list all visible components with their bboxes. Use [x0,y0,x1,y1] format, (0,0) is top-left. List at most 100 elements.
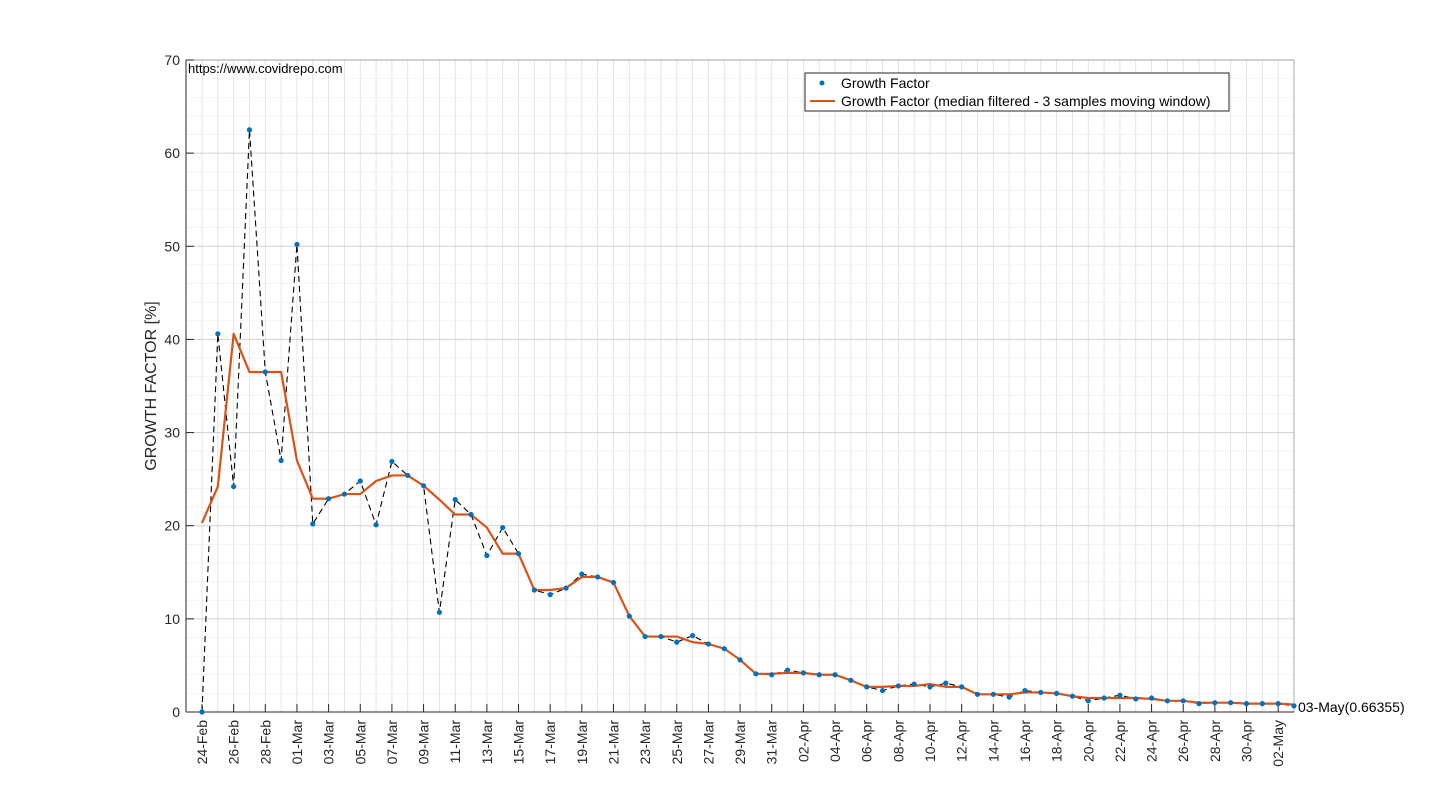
growth-factor-point [1228,700,1234,706]
growth-factor-point [990,691,996,697]
growth-factor-point [879,687,886,694]
growth-factor-point [547,592,553,598]
growth-factor-point [974,691,981,697]
x-tick-label: 16-Apr [1017,720,1033,762]
growth-factor-point [769,672,775,678]
y-tick-label: 30 [164,425,180,441]
growth-factor-point [452,497,458,503]
growth-factor-point [1117,692,1123,698]
y-tick-label: 10 [164,611,180,627]
growth-factor-point [199,709,205,715]
x-tick-label: 28-Apr [1207,720,1223,762]
x-tick-label: 06-Apr [859,720,875,762]
x-tick-label: 21-Mar [605,720,621,765]
growth-factor-point [642,633,648,640]
growth-factor-point [310,521,316,527]
x-tick-label: 30-Apr [1239,720,1255,762]
x-tick-label: 19-Mar [574,720,590,765]
growth-factor-point [1291,703,1297,709]
x-tick-label: 26-Feb [226,720,242,765]
growth-factor-point [595,574,601,580]
x-tick-label: 11-Mar [447,720,463,764]
growth-factor-point [1133,696,1139,702]
growth-factor-point [215,331,221,337]
growth-factor-point [515,551,522,557]
x-tick-label: 02-May [1270,720,1286,767]
growth-factor-point [500,524,506,531]
growth-factor-point [753,671,759,677]
growth-factor-point [1038,689,1044,696]
x-tick-label: 31-Mar [764,720,780,765]
growth-factor-point [911,681,917,687]
x-tick-label: 29-Mar [732,720,748,765]
y-axis-label: GROWTH FACTOR [%] [143,301,160,470]
x-tick-label: 04-Apr [827,720,843,762]
x-tick-label: 17-Mar [542,720,558,765]
growth-factor-point [1054,690,1060,696]
growth-factor-point [848,677,854,683]
y-tick-label: 60 [164,145,180,161]
median-filtered-line [200,332,1295,706]
x-tick-label: 18-Apr [1049,720,1065,762]
growth-factor-point [436,609,442,615]
growth-factor-point [294,241,300,248]
growth-factor-point [357,478,363,484]
x-tick-label: 15-Mar [511,720,527,765]
x-tick-label: 20-Apr [1080,720,1096,762]
legend-marker-growth-factor [819,80,825,86]
growth-factor-point [1243,701,1250,707]
growth-factor-point [1275,701,1281,707]
growth-factor-point [1148,695,1155,701]
x-tick-label: 01-Mar [289,720,305,765]
growth-factor-point [721,646,727,652]
y-tick-label: 70 [164,52,180,68]
growth-factor-point [800,670,806,676]
y-tick-label: 40 [164,331,180,347]
growth-factor-point [579,571,585,577]
growth-factor-point [278,457,284,464]
growth-factor-point [1196,701,1202,707]
x-tick-label: 08-Apr [890,720,906,762]
x-tick-label: 24-Feb [194,720,210,765]
growth-factor-point [373,522,379,528]
y-tick-label: 20 [164,518,180,534]
x-tick-label: 10-Apr [922,720,938,762]
growth-factor-point [1259,701,1265,707]
x-tick-label: 23-Mar [637,720,653,765]
y-tick-label: 50 [164,238,180,254]
growth-factor-point [1069,693,1076,699]
y-tick-label: 0 [172,704,180,720]
x-tick-label: 07-Mar [384,720,400,765]
x-tick-label: 05-Mar [352,720,368,765]
x-tick-label: 14-Apr [985,720,1001,762]
growth-factor-point [832,672,838,678]
growth-factor-point [341,491,348,497]
growth-factor-point [1164,698,1170,704]
growth-factor-point [1022,687,1028,694]
growth-factor-point [674,639,680,645]
grid [186,59,1295,713]
growth-factor-point [784,667,791,673]
x-tick-label: 28-Feb [257,720,273,765]
growth-factor-point [1101,695,1107,701]
x-tick-label: 09-Mar [416,720,432,765]
growth-factor-point [816,672,822,678]
growth-factor-point [1212,700,1218,706]
watermark: https://www.covidrepo.com [188,61,343,76]
legend-label-growth-factor: Growth Factor [841,75,930,91]
growth-factor-point [626,613,632,619]
growth-factor-point [231,483,237,490]
legend-label-median-filtered: Growth Factor (median filtered - 3 sampl… [841,93,1211,109]
end-value-annotation: 03-May(0.66355) [1298,699,1405,715]
x-tick-label: 25-Mar [669,720,685,765]
growth-factor-point [943,680,949,686]
growth-factor-point [389,458,395,465]
growth-factor-point [864,684,870,690]
growth-factor-point [246,127,253,133]
growth-factor-point [262,369,268,375]
x-tick-label: 02-Apr [795,720,811,762]
x-tick-label: 13-Mar [479,720,495,765]
x-tick-label: 12-Apr [954,720,970,762]
